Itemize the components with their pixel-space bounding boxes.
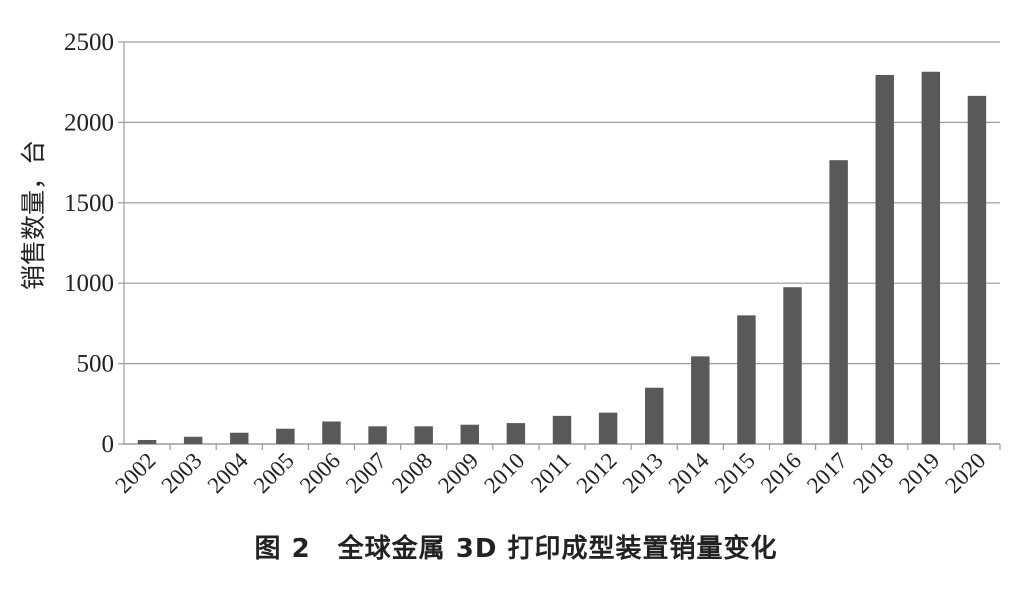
x-tick-label: 2002 — [110, 448, 160, 498]
x-tick-label: 2009 — [433, 448, 483, 498]
y-tick-label: 1000 — [64, 270, 114, 297]
figure-caption: 图 2 全球金属 3D 打印成型装置销量变化 — [254, 534, 778, 564]
bar-2016 — [783, 287, 802, 444]
x-tick-label: 2011 — [526, 448, 576, 498]
bar-2005 — [276, 428, 295, 444]
bars — [137, 71, 987, 445]
x-tick-label: 2007 — [341, 448, 391, 498]
bar-2007 — [368, 426, 387, 444]
bar-2012 — [598, 412, 618, 444]
x-tick-label: 2014 — [664, 448, 715, 499]
y-axis-label: 销售数量，台 — [19, 140, 48, 290]
bar-2020 — [967, 95, 987, 445]
bar-2004 — [230, 432, 249, 444]
y-tick-label: 2500 — [64, 29, 114, 56]
bar-2019 — [921, 71, 941, 445]
bar-2008 — [414, 426, 433, 444]
bar-2011 — [552, 415, 572, 444]
y-tick-label: 2000 — [64, 109, 114, 136]
bar-2018 — [875, 74, 894, 445]
x-tick-label: 2004 — [203, 448, 254, 499]
gridlines — [118, 41, 1000, 445]
bar-2006 — [322, 421, 341, 444]
x-tick-label: 2020 — [940, 448, 990, 498]
bar-2013 — [644, 387, 664, 444]
y-tick-label: 500 — [77, 351, 115, 378]
y-tick-label: 1500 — [64, 190, 114, 217]
y-axis-ticks: 0 500 1000 1500 2000 2500 — [64, 29, 114, 458]
x-tick-label: 2010 — [479, 448, 529, 498]
bar-2003 — [183, 436, 203, 444]
x-tick-label: 2013 — [618, 448, 668, 498]
bar-2010 — [506, 423, 526, 444]
x-tick-label: 2012 — [571, 448, 621, 498]
x-axis-ticks: 2002200320042005200620072008200920102011… — [110, 444, 1001, 499]
x-tick-label: 2019 — [894, 448, 944, 498]
x-tick-label: 2008 — [387, 448, 437, 498]
bar-2015 — [737, 315, 756, 444]
bar-2009 — [460, 424, 480, 444]
x-tick-label: 2016 — [756, 448, 806, 498]
bar-2017 — [829, 160, 848, 445]
bar-2002 — [137, 439, 157, 444]
bar-2014 — [691, 356, 710, 444]
x-tick-label: 2018 — [848, 448, 898, 498]
y-tick-label: 0 — [102, 431, 115, 458]
x-tick-label: 2005 — [249, 448, 299, 498]
x-tick-label: 2017 — [802, 448, 852, 498]
x-tick-label: 2003 — [156, 448, 206, 498]
x-tick-label: 2015 — [710, 448, 760, 498]
x-tick-label: 2006 — [295, 448, 345, 498]
